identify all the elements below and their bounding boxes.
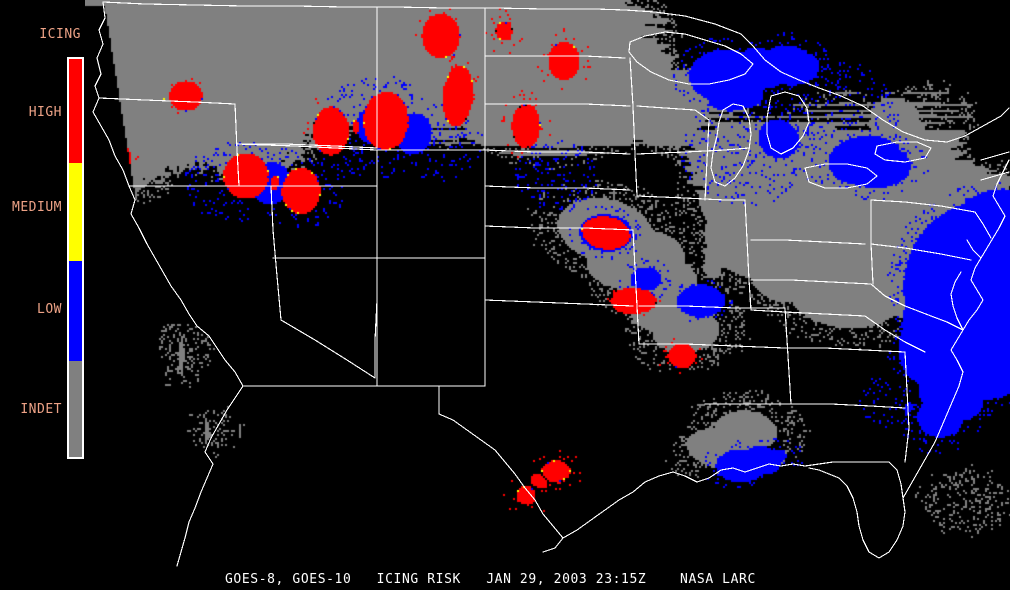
legend-swatch-low <box>69 261 82 361</box>
caption-bar: GOES-8, GOES-10 ICING RISK JAN 29, 2003 … <box>0 570 1010 590</box>
legend-label-indet: INDET <box>20 402 62 417</box>
legend-heading: ICING <box>39 27 81 42</box>
satellite-map-panel <box>85 0 1010 570</box>
icing-risk-raster <box>85 0 1010 570</box>
legend-label-high: HIGH <box>28 105 62 120</box>
legend-swatch-indet <box>69 361 82 457</box>
legend-color-bar <box>67 57 84 459</box>
product-caption: GOES-8, GOES-10 ICING RISK JAN 29, 2003 … <box>225 572 756 587</box>
legend-swatch-high <box>69 59 82 163</box>
legend-swatch-medium <box>69 163 82 261</box>
legend-label-low: LOW <box>37 302 62 317</box>
legend-panel: ICING HIGH MEDIUM LOW INDET <box>0 0 85 570</box>
legend-label-medium: MEDIUM <box>12 200 62 215</box>
